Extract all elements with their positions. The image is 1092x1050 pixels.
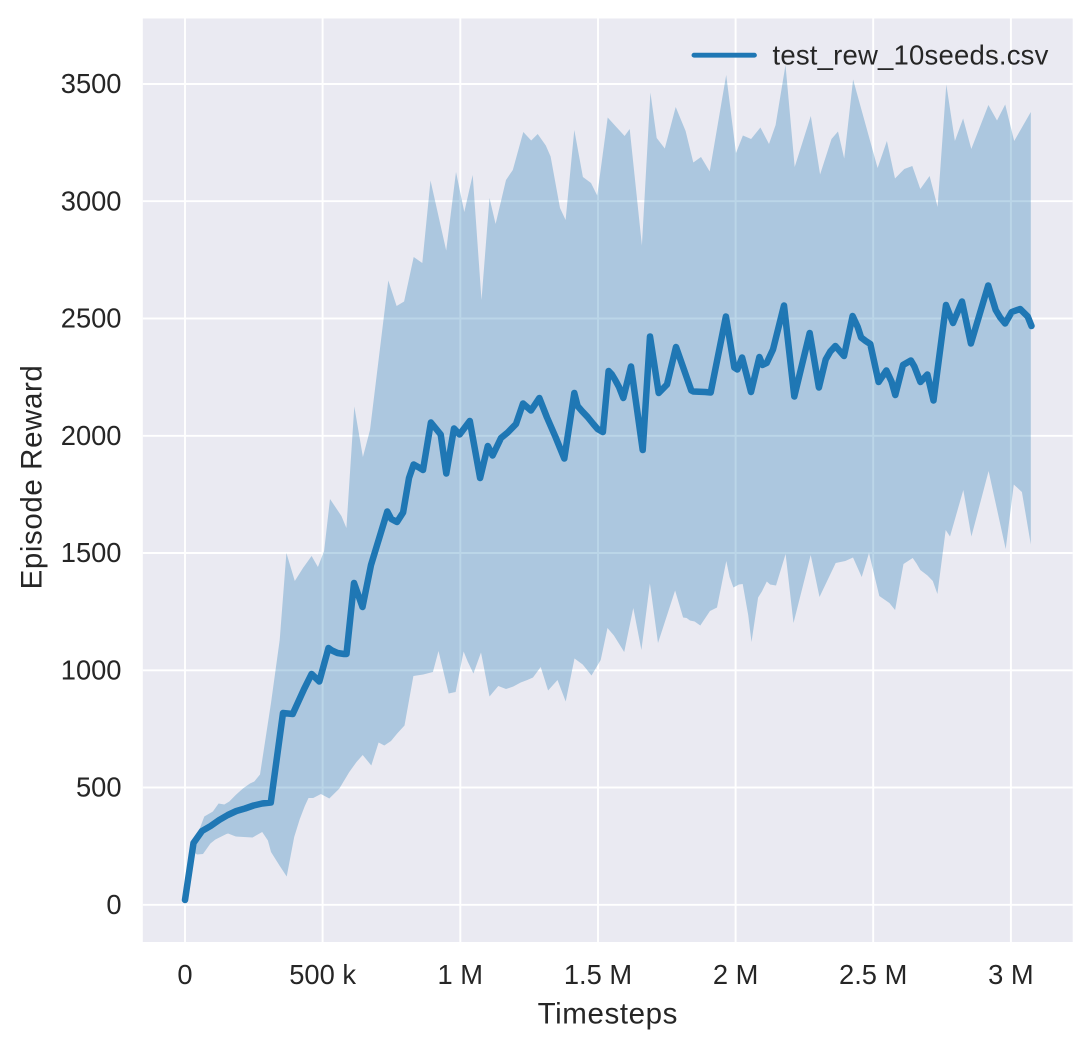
svg-text:3 M: 3 M [988, 959, 1034, 990]
svg-text:2.5 M: 2.5 M [839, 959, 907, 990]
svg-text:test_rew_10seeds.csv: test_rew_10seeds.csv [773, 40, 1049, 71]
svg-text:Episode Reward: Episode Reward [16, 365, 49, 590]
svg-text:1000: 1000 [61, 655, 122, 686]
svg-text:1.5 M: 1.5 M [564, 959, 632, 990]
svg-text:500 k: 500 k [289, 959, 356, 990]
svg-text:2000: 2000 [61, 420, 122, 451]
svg-text:500: 500 [76, 772, 122, 803]
svg-text:2 M: 2 M [713, 959, 759, 990]
svg-text:1500: 1500 [61, 537, 122, 568]
svg-text:3500: 3500 [61, 68, 122, 99]
svg-text:1 M: 1 M [438, 959, 484, 990]
svg-text:2500: 2500 [61, 303, 122, 334]
svg-text:Timesteps: Timesteps [538, 998, 678, 1031]
svg-text:0: 0 [177, 959, 192, 990]
svg-text:0: 0 [106, 889, 121, 920]
svg-text:3000: 3000 [61, 185, 122, 216]
